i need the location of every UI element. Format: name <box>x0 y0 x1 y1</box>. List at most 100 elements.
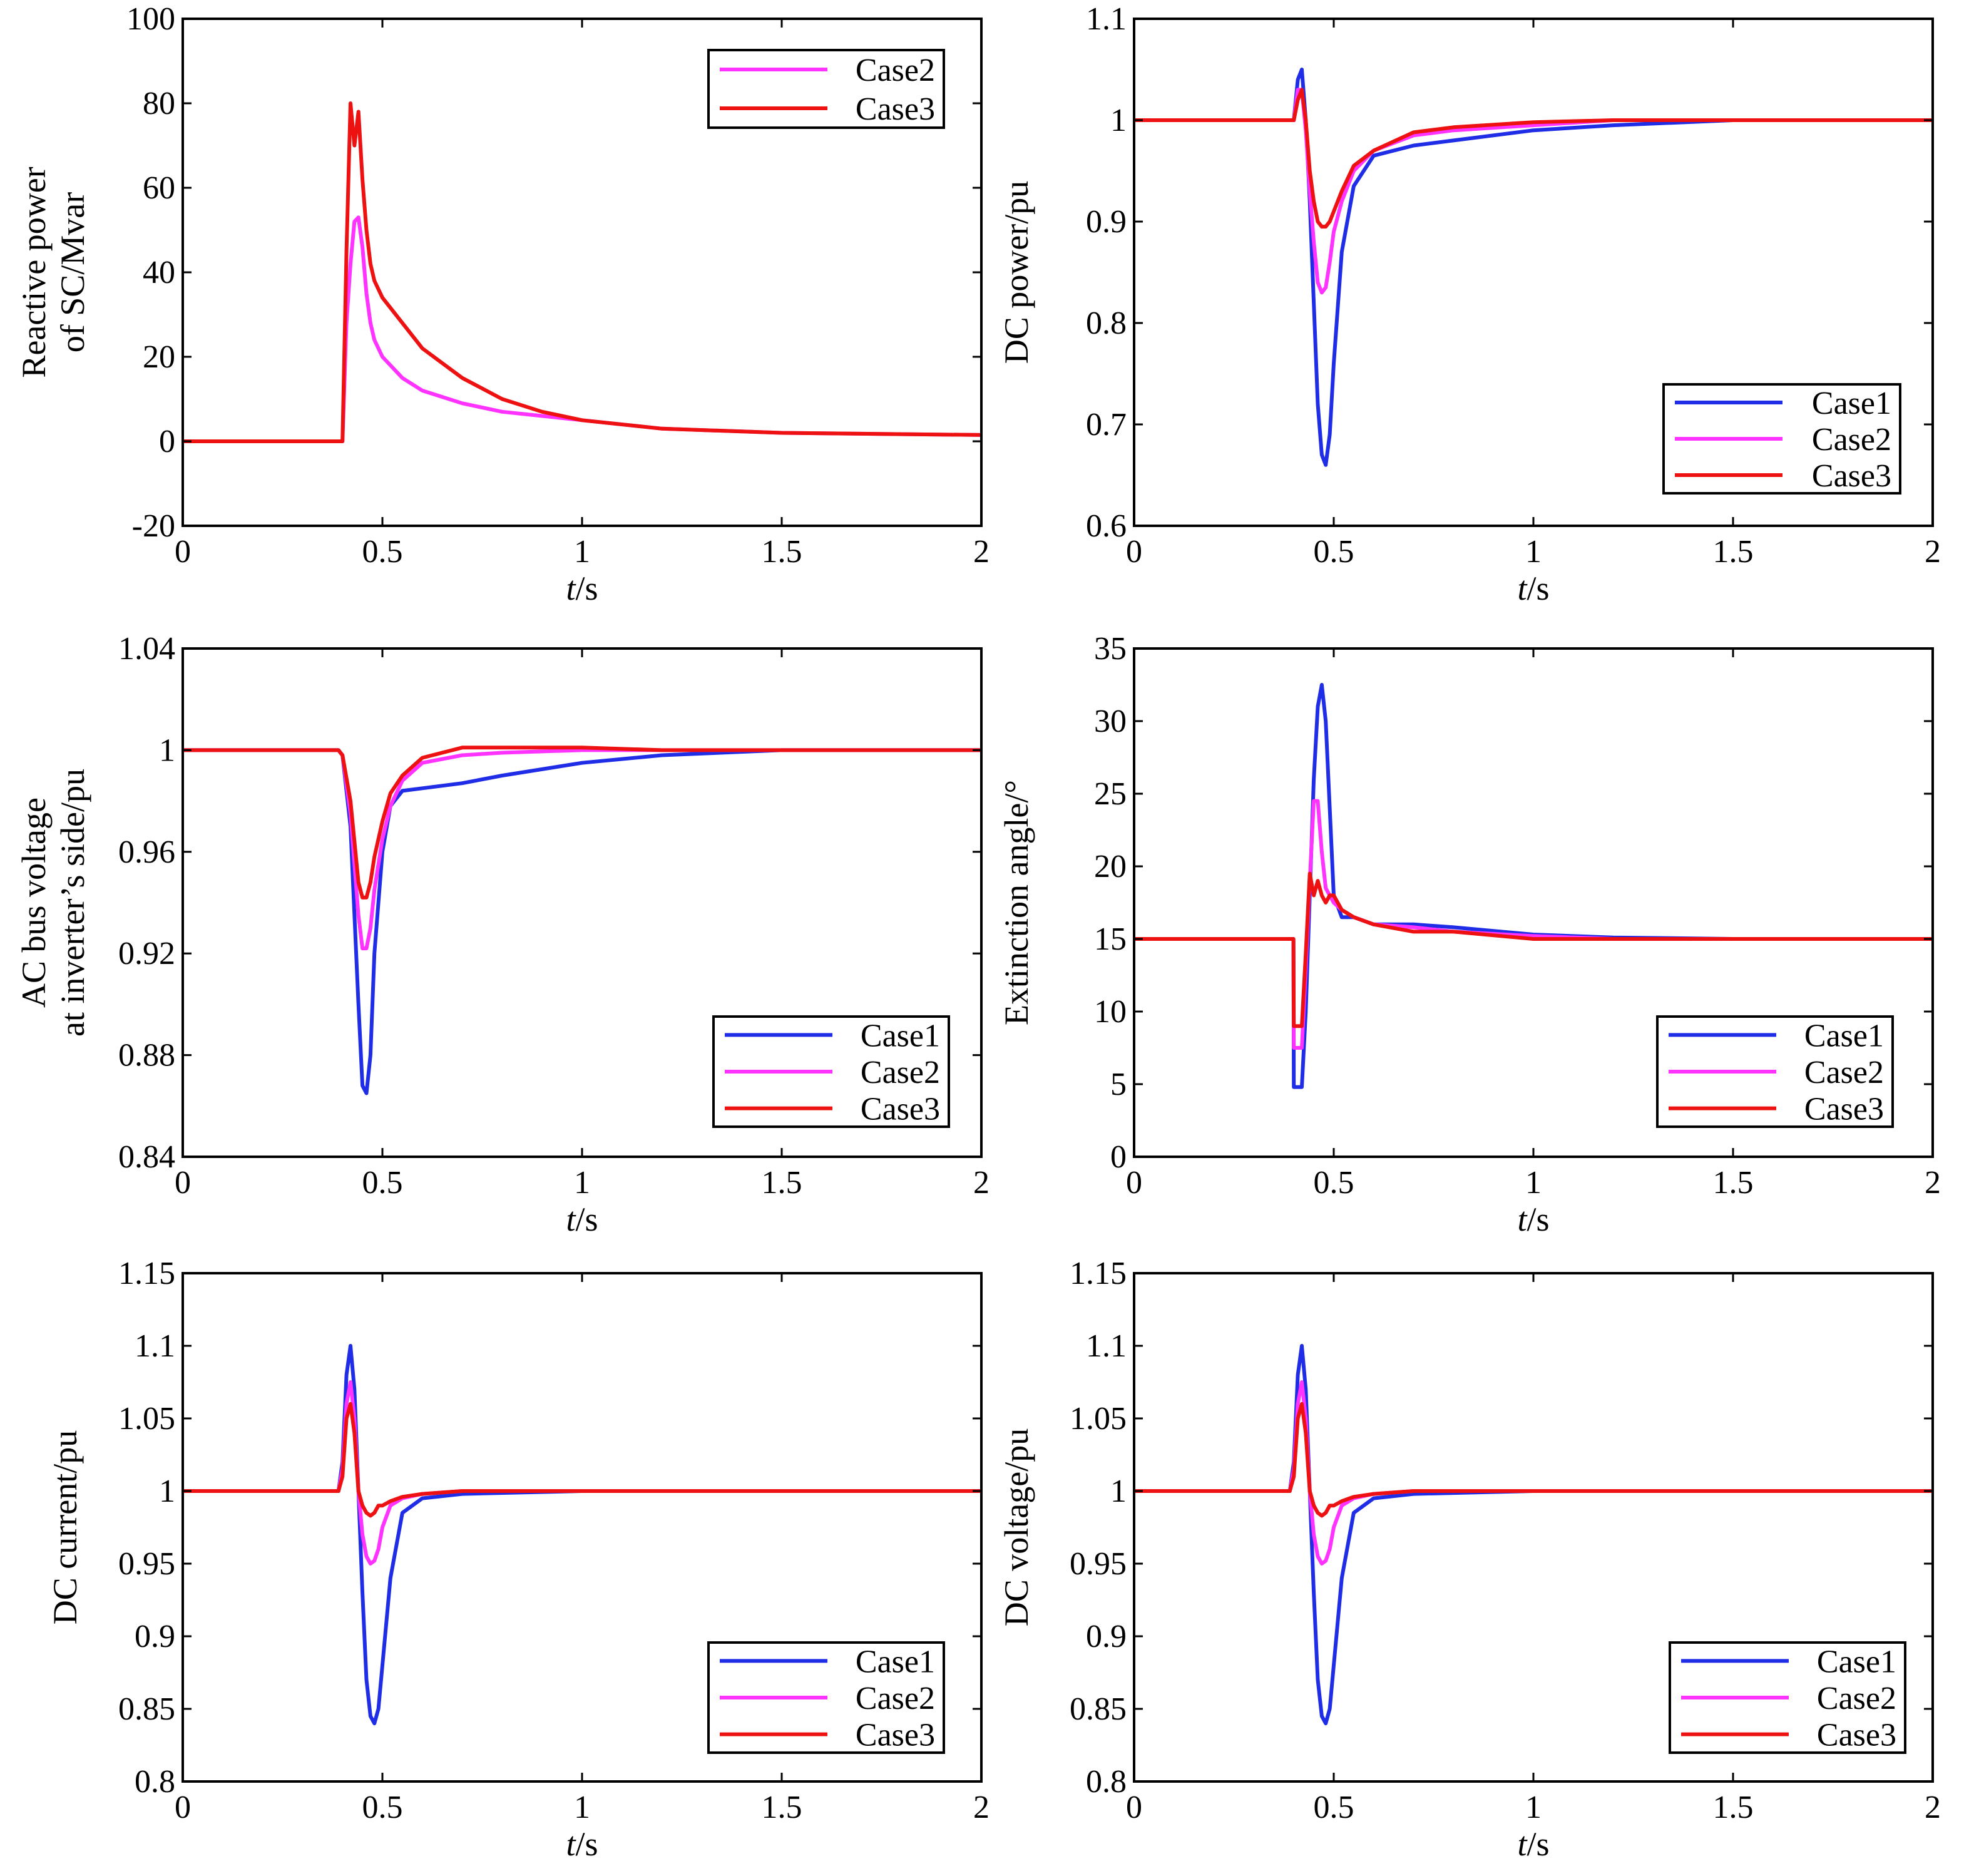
series-group <box>183 101 981 443</box>
y-tick-label: 40 <box>143 255 175 290</box>
y-tick-label: 0.96 <box>118 834 175 870</box>
x-tick-label: 0 <box>175 1165 191 1201</box>
legend-label-case3: Case3 <box>861 1092 940 1127</box>
series-line-case1 <box>1134 1344 1933 1726</box>
legend-label-case3: Case3 <box>1812 458 1891 494</box>
series-line-case2 <box>183 215 981 443</box>
x-axis-label-var: t <box>1517 1825 1528 1863</box>
legend-box <box>707 49 945 129</box>
x-axis-label: t/s <box>566 1825 598 1863</box>
x-tick-label: 0 <box>175 534 191 570</box>
legend-label-case1: Case1 <box>856 1644 935 1679</box>
y-axis-label: DC current/pu <box>46 1430 84 1624</box>
y-tick-label: 0.88 <box>118 1038 175 1074</box>
x-tick-label: 0 <box>1126 1165 1142 1201</box>
x-tick-label: 1.5 <box>1713 1790 1754 1825</box>
y-tick-label: 0.7 <box>1086 407 1127 443</box>
x-tick-label: 0 <box>1126 1790 1142 1825</box>
series-line-case3 <box>1134 88 1933 229</box>
x-axis-label-var: t <box>566 1825 576 1863</box>
x-axis-label-var: t <box>566 570 576 607</box>
series-line-case1 <box>1134 68 1933 467</box>
y-axis-label: AC bus voltage <box>15 797 53 1008</box>
series-line-case1 <box>183 1344 981 1726</box>
y-tick-label: 0.9 <box>1086 204 1127 240</box>
y-axis-label: DC power/pu <box>998 181 1035 364</box>
x-tick-label: 2 <box>1925 1790 1941 1825</box>
legend-label-case2: Case2 <box>861 1055 940 1090</box>
x-tick-label: 1.5 <box>762 1165 802 1201</box>
series-line-case3 <box>183 1402 981 1518</box>
x-tick-label: 0.5 <box>362 534 403 570</box>
y-tick-label: 0.95 <box>118 1546 175 1582</box>
y-tick-label: 1.1 <box>1086 1328 1127 1364</box>
series-line-case3 <box>183 746 981 900</box>
x-tick-label: 1 <box>574 1165 590 1201</box>
y-axis-label: DC voltage/pu <box>998 1428 1035 1626</box>
x-tick-label: 2 <box>973 534 990 570</box>
chart-panel-ac_bus_voltage: 0 0.5 1 1.5 2 0.84 0.88 0.92 0.96 1 1.04 t/s AC bus … <box>15 631 990 1238</box>
y-tick-label: 0.92 <box>118 936 175 971</box>
x-axis-label: t/s <box>1517 1825 1549 1863</box>
x-tick-label: 0 <box>175 1790 191 1825</box>
y-tick-label: 0 <box>1110 1139 1127 1175</box>
y-tick-label: 1.05 <box>118 1401 175 1437</box>
y-tick-label: 0.8 <box>1086 305 1127 341</box>
series-group <box>183 746 981 1095</box>
y-tick-label: 1 <box>1110 103 1127 138</box>
legend-label-case3: Case3 <box>1804 1092 1884 1127</box>
legend-label-case1: Case1 <box>1812 386 1891 421</box>
x-axis-label: t/s <box>566 1201 598 1238</box>
x-tick-label: 1 <box>1525 1790 1542 1825</box>
x-axis-label-var: t <box>1517 570 1528 607</box>
legend-label-case2: Case2 <box>856 53 935 88</box>
y-tick-label: 20 <box>1094 849 1127 884</box>
y-tick-label: 0 <box>159 424 175 459</box>
y-tick-label: 1 <box>159 1474 175 1509</box>
x-axis-label-var: t <box>566 1201 576 1238</box>
y-tick-label: 0.8 <box>135 1764 175 1800</box>
y-tick-label: 25 <box>1094 776 1127 812</box>
y-tick-label: 0.8 <box>1086 1764 1127 1800</box>
legend-label-case2: Case2 <box>856 1681 935 1716</box>
x-axis-label: t/s <box>566 570 598 607</box>
x-tick-label: 2 <box>1925 534 1941 570</box>
x-tick-label: 1.5 <box>762 1790 802 1825</box>
y-tick-label: 1.1 <box>1086 1 1127 37</box>
series-line-case3 <box>1134 871 1933 1028</box>
x-axis-label-var: t <box>1517 1201 1528 1238</box>
series-group <box>1134 1344 1933 1726</box>
y-tick-label: 1.15 <box>118 1256 175 1291</box>
x-axis-label-unit: /s <box>1527 1825 1549 1863</box>
y-tick-label: 1.1 <box>135 1328 175 1364</box>
x-axis-label: t/s <box>1517 1201 1549 1238</box>
y-tick-label: 0.9 <box>135 1619 175 1654</box>
x-tick-label: 0.5 <box>1314 1790 1354 1825</box>
series-line-case3 <box>1134 1402 1933 1518</box>
x-tick-label: 0 <box>1126 534 1142 570</box>
legend-label-case1: Case1 <box>1817 1644 1896 1679</box>
y-tick-label: 0.85 <box>118 1691 175 1727</box>
y-tick-label: 35 <box>1094 631 1127 667</box>
y-tick-label: 30 <box>1094 704 1127 739</box>
x-tick-label: 0.5 <box>362 1165 403 1201</box>
series-group <box>183 1344 981 1726</box>
series-line-case1 <box>1134 683 1933 1089</box>
legend-label-case1: Case1 <box>861 1018 940 1053</box>
x-axis-label-unit: /s <box>1527 1201 1549 1238</box>
series-group <box>1134 68 1933 467</box>
y-axis-label: Reactive power <box>15 167 53 377</box>
x-axis-label-unit: /s <box>575 1201 598 1238</box>
legend-label-case2: Case2 <box>1812 422 1891 458</box>
chart-panel-dc_current: 0 0.5 1 1.5 2 0.8 0.85 0.9 0.95 1 1.05 1.1 1.15 t/s DC… <box>46 1256 990 1863</box>
y-tick-label: 0.9 <box>1086 1619 1127 1654</box>
x-tick-label: 1 <box>574 534 590 570</box>
legend-label-case2: Case2 <box>1817 1681 1896 1716</box>
x-tick-label: 0.5 <box>362 1790 403 1825</box>
legend-label-case3: Case3 <box>1817 1718 1896 1753</box>
